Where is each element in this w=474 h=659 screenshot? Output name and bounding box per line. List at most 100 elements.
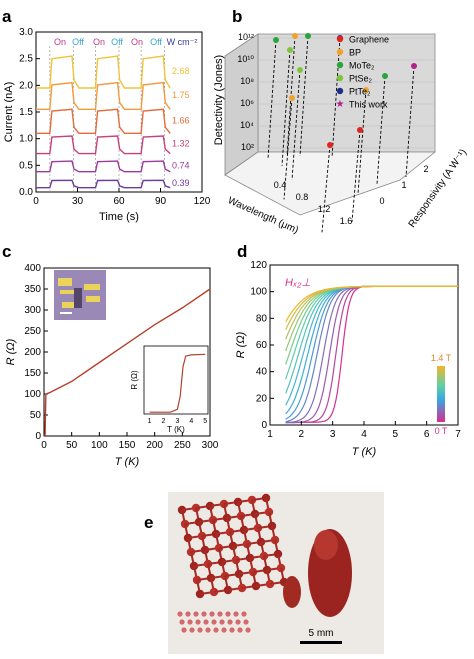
- panel-b-ztick-label: 10²: [241, 142, 254, 152]
- panel-a-chart: 2.68 1.75 1.66 1.32 0.74 0.39 0 30 60 90 120 0.0 0…: [3, 27, 211, 223]
- panel-a-trace: [36, 179, 171, 189]
- panel-e-small-lattice-node: [217, 611, 223, 617]
- panel-d-xtick-label: 3: [330, 429, 336, 440]
- panel-a-xtick-label: 90: [155, 196, 167, 207]
- panel-c-ytick-label: 0: [35, 431, 41, 442]
- panel-a-annotation: On: [131, 37, 143, 47]
- panel-e-small-lattice-node: [241, 611, 247, 617]
- panel-a-ylabel: Current (nA): [3, 82, 15, 143]
- panel-b-point: [297, 67, 303, 73]
- panel-d-xtick-label: 2: [299, 429, 305, 440]
- panel-b-point: [411, 63, 417, 69]
- panel-a-annotation: Off: [111, 37, 123, 47]
- panel-b-zlabel: Detectivity (Jones): [213, 55, 225, 145]
- panel-d-curve: [285, 285, 458, 323]
- panel-d-ytick-label: 20: [256, 393, 268, 404]
- panel-e-small-lattice-node: [181, 627, 187, 633]
- panel-d-xtick-label: 7: [455, 429, 461, 440]
- panel-a-xlabel: Time (s): [99, 211, 139, 223]
- panel-e-small-lattice-node: [213, 627, 219, 633]
- panel-c-xtick-label: 50: [66, 440, 78, 451]
- panel-d-xtick-label: 6: [424, 429, 430, 440]
- panel-c-inset-xtick-label: 3: [175, 418, 179, 425]
- panel-b-legend-label: Graphene: [349, 35, 389, 45]
- panel-d-ytick-label: 0: [261, 420, 267, 431]
- panel-b-ztick-label: 10¹⁰: [237, 54, 254, 64]
- panel-e-small-lattice-node: [209, 611, 215, 617]
- panel-c-xlabel: T (K): [115, 456, 140, 468]
- panel-d-ytick-label: 60: [256, 340, 268, 351]
- panel-d-ytick-label: 120: [250, 260, 267, 271]
- panel-b-point: [357, 127, 363, 133]
- panel-b-ztick-label: 10⁶: [240, 98, 254, 108]
- panel-e-small-lattice-node: [177, 611, 183, 617]
- panel-d-curve: [285, 285, 458, 415]
- panel-b-legend-marker: [336, 35, 344, 43]
- panel-a-trace: [36, 55, 171, 89]
- panel-e-small-lattice-node: [185, 611, 191, 617]
- panel-c-inset-xlabel: T (K): [167, 425, 185, 434]
- panel-c-inset-xtick-label: 1: [148, 418, 152, 425]
- panel-c-inset-xtick-label: 2: [162, 418, 166, 425]
- panel-a-series-label: 0.39: [172, 178, 190, 188]
- panel-a-letter: a: [2, 7, 12, 26]
- panel-e-small-lattice-node: [189, 627, 195, 633]
- panel-b-point: [289, 95, 295, 101]
- panel-c-ytick-label: 150: [24, 368, 41, 379]
- panel-b-ytick-label: 0: [379, 196, 384, 206]
- panel-b-point: [273, 37, 279, 43]
- panel-a-xtick-label: 60: [113, 196, 125, 207]
- panel-b-floor: [224, 151, 437, 216]
- panel-c-ytick-label: 250: [24, 326, 41, 337]
- panel-e-small-lattice-node: [211, 619, 217, 625]
- panel-e-small-lattice-node: [243, 619, 249, 625]
- panel-d-colorbar-bottom: 0 T: [435, 426, 448, 436]
- panel-b-drop-line: [351, 129, 361, 222]
- panel-a-ytick-label: 1.0: [19, 134, 33, 145]
- panel-b-drop-line: [376, 75, 386, 185]
- panel-c-device-image: [54, 270, 106, 320]
- panel-e-small-lattice-node: [187, 619, 193, 625]
- panel-c-inset-xtick-label: 5: [203, 418, 207, 425]
- panel-a-xtick-label: 0: [33, 196, 39, 207]
- panel-b-point: [327, 142, 333, 148]
- panel-b-point: [292, 33, 298, 39]
- panel-c-line: [44, 288, 211, 436]
- panel-c-ytick-label: 200: [24, 347, 41, 358]
- panel-b-drop-line: [357, 89, 367, 194]
- panel-a-series-label: 2.68: [172, 66, 190, 76]
- panel-b-legend-marker: ★: [336, 99, 345, 110]
- panel-e-small-lattice-node: [197, 627, 203, 633]
- panel-a-trace: [36, 81, 171, 110]
- panel-e-small-lattice-node: [205, 627, 211, 633]
- panel-d-xtick-label: 1: [267, 429, 273, 440]
- panel-b-ztick-label: 10¹²: [238, 32, 254, 42]
- panel-c-inset-frame: [143, 345, 209, 415]
- panel-e-small-lattice-node: [235, 619, 241, 625]
- panel-b-drop-line: [405, 65, 415, 178]
- panel-a-series-label: 1.32: [172, 139, 190, 149]
- panel-b-point: [363, 87, 369, 93]
- panel-e-small-lattice-node: [195, 619, 201, 625]
- panel-a-annotation: On: [54, 37, 66, 47]
- panel-d-ytick-label: 100: [250, 287, 267, 298]
- panel-e-photo: 5 mm: [168, 492, 384, 654]
- panel-a-ytick-label: 0.0: [19, 187, 33, 198]
- panel-a-ytick-label: 3.0: [19, 27, 33, 38]
- panel-b-ytick-label: 1: [401, 180, 406, 190]
- panel-d-chart: 1 2 3 4 5 6 7 0 20 40 60 80 100 120 1.4 T 0 T Hₓ₂⊥ T…: [235, 260, 461, 458]
- panel-e-small-lattice-node: [233, 611, 239, 617]
- panel-c-ylabel: R (Ω): [5, 338, 17, 365]
- panel-c-inset-ylabel: R (Ω): [130, 370, 139, 390]
- panel-c-inset-xtick-label: 4: [189, 418, 193, 425]
- panel-b-legend-label: PtTe₂: [349, 87, 371, 97]
- panel-e-small-lattice-node: [225, 611, 231, 617]
- panel-e-small-lattice-node: [221, 627, 227, 633]
- panel-c-xtick-label: 250: [174, 440, 191, 451]
- panel-e-scale-bar: [300, 641, 342, 644]
- panel-e-small-lattice-node: [179, 619, 185, 625]
- panel-b-xtick-label: 0.4: [274, 180, 287, 190]
- panel-b-drop-line: [299, 35, 309, 157]
- panel-b-drop-line: [283, 97, 293, 200]
